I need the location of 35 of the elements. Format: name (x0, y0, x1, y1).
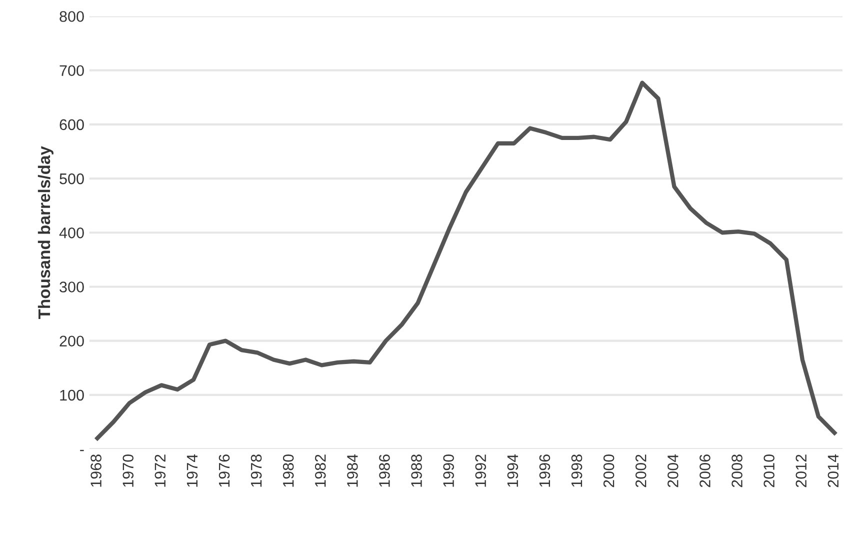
x-tick-label: 1972 (154, 454, 166, 487)
x-tick-label: 1984 (347, 454, 358, 487)
x-tick-label: 2014 (828, 454, 839, 488)
y-tick-label: 700 (60, 65, 84, 76)
x-tick-label: 1968 (90, 454, 102, 487)
x-tick-label: 1970 (122, 454, 134, 487)
x-tick-label: 2012 (796, 454, 807, 488)
x-tick-label: 2004 (668, 454, 678, 488)
x-tick-label: 2006 (700, 454, 710, 488)
x-tick-label: 2002 (635, 454, 646, 488)
x-tick-label: 1990 (443, 454, 454, 487)
x-tick-label: 2008 (732, 454, 742, 488)
x-tick-label: 2010 (764, 454, 774, 488)
x-tick-label: 1978 (250, 454, 262, 487)
x-tick-label: 1992 (475, 454, 486, 487)
y-tick-label: 600 (60, 119, 84, 130)
x-tick-label: 1980 (282, 454, 294, 487)
y-tick-label: 400 (59, 228, 84, 238)
x-tick-label: 2000 (603, 454, 614, 488)
x-tick-label: 1998 (571, 454, 582, 487)
y-axis-title: Thousand barrels/day (38, 146, 54, 320)
x-tick-label: 1988 (411, 454, 422, 487)
x-tick-label: 1996 (539, 454, 550, 487)
x-tick-label: 1976 (218, 454, 230, 487)
x-tick-label: 1994 (507, 454, 518, 487)
line-series (95, 80, 837, 440)
y-tick-label: 200 (60, 336, 84, 347)
x-tick-label: 1974 (186, 454, 198, 487)
x-tick-label: 1982 (314, 454, 326, 487)
y-tick-label: - (80, 450, 84, 452)
y-tick-label: 100 (60, 390, 84, 401)
y-tick-label: 500 (60, 173, 84, 184)
y-tick-label: 800 (60, 11, 84, 22)
x-tick-label: 1986 (379, 454, 390, 487)
y-tick-label: 300 (60, 282, 84, 292)
